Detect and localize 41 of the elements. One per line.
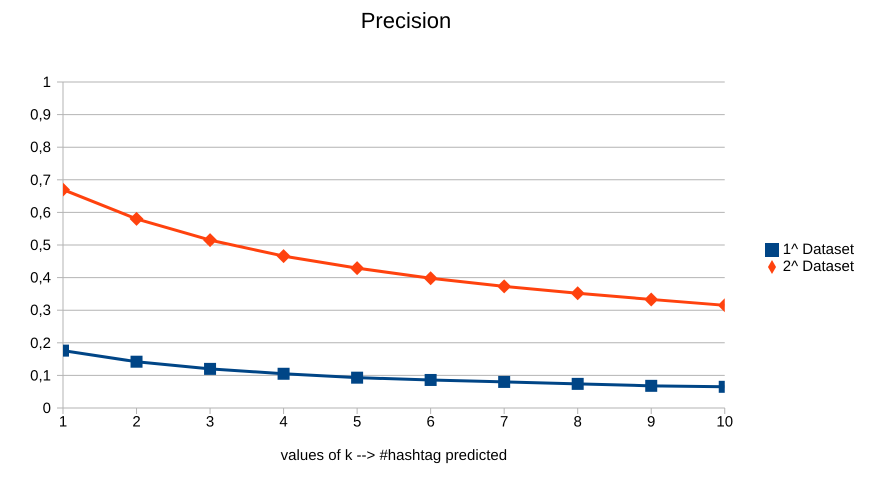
point [570, 286, 585, 300]
point [644, 292, 658, 306]
chart-title: Precision [360, 8, 452, 35]
point [204, 362, 216, 375]
x-tick-label: 4 [279, 414, 288, 431]
point [276, 249, 291, 264]
y-tick-label: 0,3 [30, 302, 51, 320]
point [350, 261, 364, 276]
y-tick-label: 0,7 [30, 172, 51, 189]
point [424, 374, 437, 386]
point [351, 372, 364, 384]
point [130, 356, 143, 368]
x-tick-label: 10 [716, 414, 734, 431]
y-tick-label: 1 [42, 74, 51, 91]
point [572, 378, 584, 390]
point [203, 233, 218, 248]
y-tick-label: 0 [42, 400, 51, 417]
x-tick-label: 5 [352, 414, 362, 431]
point [497, 279, 512, 294]
y-tick-label: 0,4 [30, 270, 51, 287]
x-tick-label: 7 [500, 414, 508, 431]
point [130, 212, 144, 226]
point [645, 380, 658, 392]
y-tick-label: 0,6 [30, 204, 51, 222]
y-tick-label: 0,5 [30, 237, 51, 254]
x-tick-label: 1 [58, 414, 68, 431]
legend-label: 2^ Dataset [782, 258, 854, 275]
x-tick-label: 6 [426, 414, 435, 431]
x-tick-label: 2 [132, 414, 141, 431]
x-axis-title: values of k --> #hashtag predicted [280, 447, 508, 464]
point [498, 376, 510, 388]
x-tick-label: 9 [647, 414, 656, 431]
x-tick-label: 8 [574, 414, 582, 431]
y-tick-label: 0,1 [30, 367, 51, 384]
point [278, 368, 290, 380]
y-tick-label: 0,8 [30, 139, 51, 156]
y-tick-label: 0,9 [30, 106, 51, 124]
legend-label: 1^ Dataset [782, 241, 854, 258]
x-tick-label: 3 [206, 414, 214, 431]
point [424, 271, 438, 286]
y-tick-label: 0,2 [30, 334, 51, 352]
